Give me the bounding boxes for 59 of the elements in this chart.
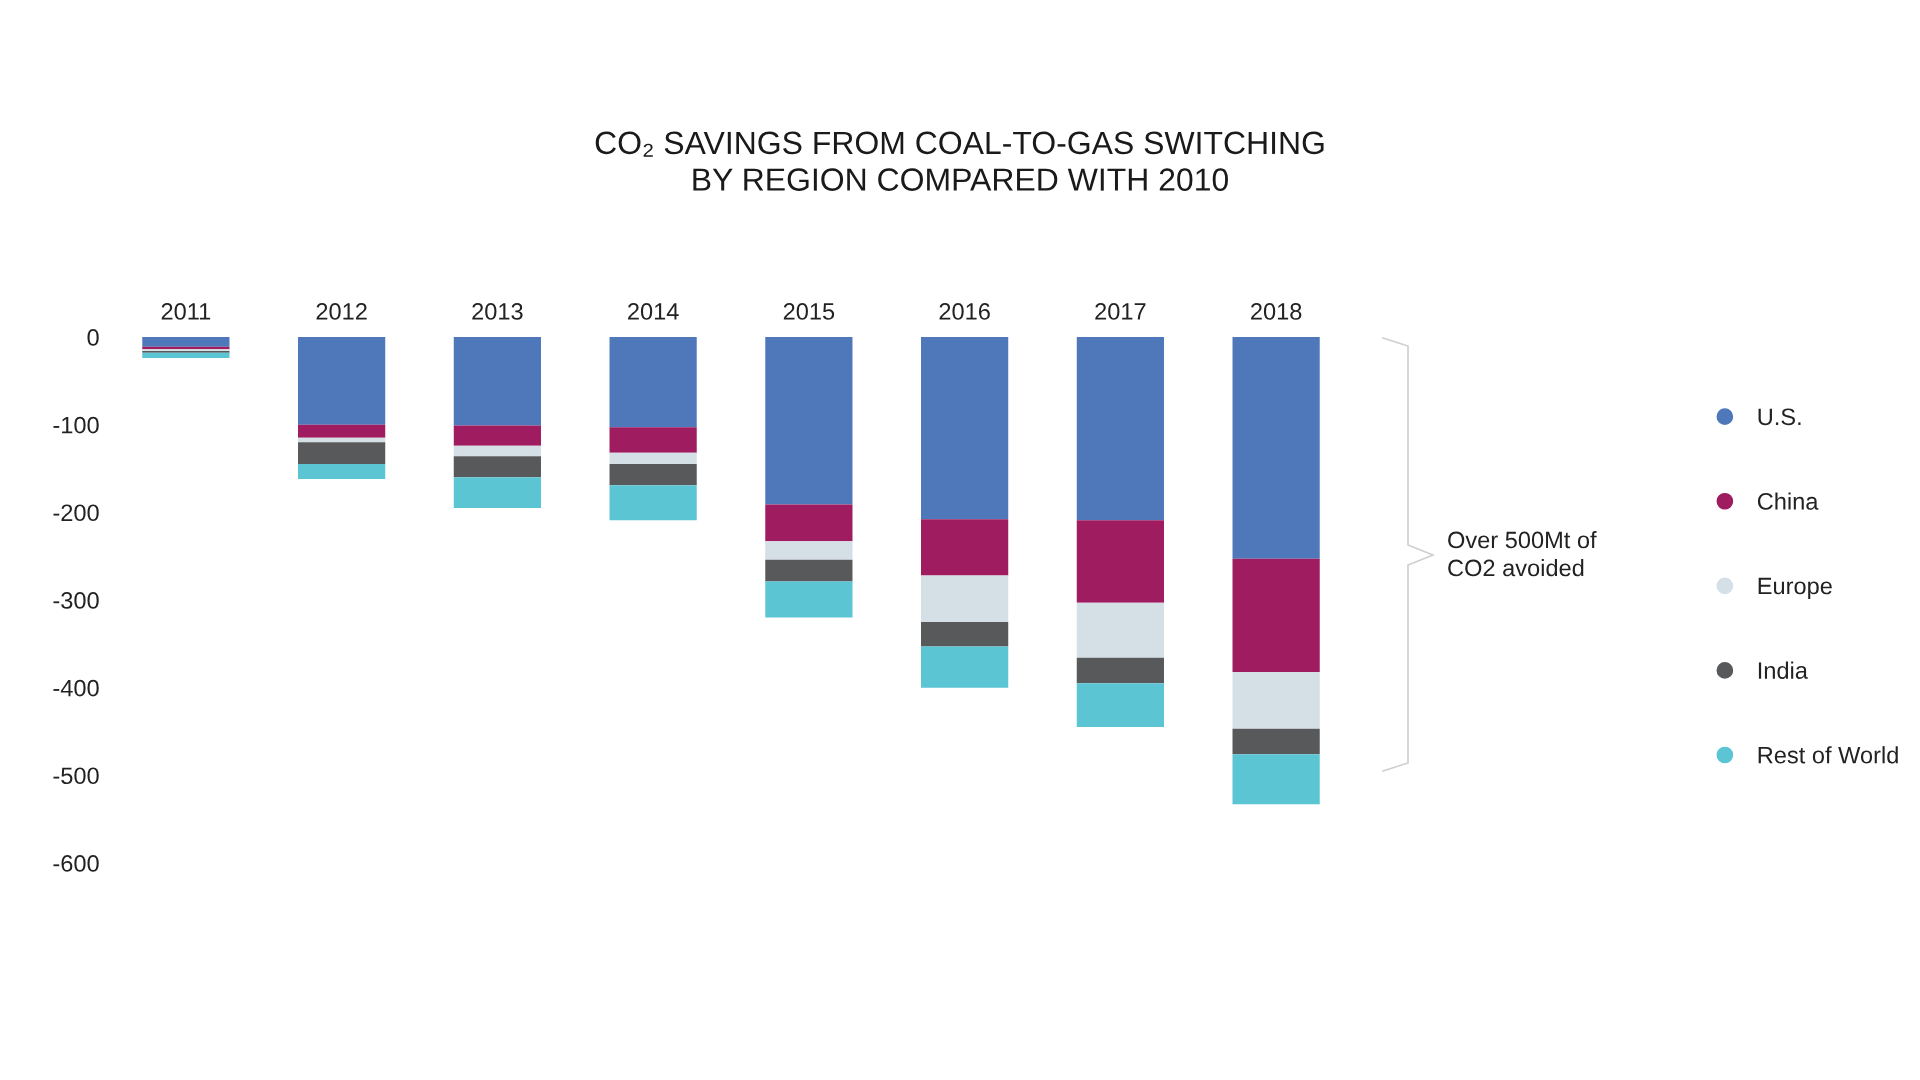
y-tick-label: 0 [87, 329, 99, 346]
bar [1076, 337, 1164, 521]
x-tick-label: 2011 [161, 303, 211, 320]
bar [298, 464, 386, 480]
bar [1232, 337, 1320, 559]
bar [765, 541, 853, 560]
bar [921, 621, 1009, 647]
x-tick-label: 2015 [783, 303, 835, 320]
x-tick-label: 2014 [628, 303, 679, 320]
y-tick-label: -100 [53, 416, 99, 434]
legend-label: U.S. [1758, 408, 1801, 426]
x-tick-label: 2018 [1251, 303, 1302, 320]
text: Over 500Mt of CO2 avoided [1448, 531, 1597, 577]
bar [1076, 657, 1164, 684]
bar [1232, 728, 1320, 755]
bar [765, 337, 853, 505]
y-tick-label: -400 [53, 679, 99, 697]
bar [609, 485, 697, 521]
x-tick-label: 2017 [1095, 303, 1146, 320]
bar [142, 352, 230, 359]
bar [609, 337, 697, 428]
bar [453, 456, 541, 478]
bar [765, 559, 853, 582]
legend-label: Europe [1758, 577, 1832, 600]
bar [1076, 520, 1164, 603]
y-tick-label: -300 [53, 592, 99, 609]
bar [609, 427, 697, 453]
bar [1076, 683, 1164, 728]
bar [1232, 558, 1320, 672]
bar [1232, 754, 1320, 805]
bar [298, 437, 386, 443]
x-tick-label: 2016 [939, 303, 990, 320]
bar [921, 337, 1009, 520]
y-tick-label: -600 [53, 855, 99, 872]
y-tick-label: -500 [53, 767, 99, 785]
bar [921, 646, 1009, 688]
bar [142, 337, 230, 347]
bar [453, 337, 541, 426]
bar [453, 477, 541, 508]
x-tick-label: 2012 [316, 303, 367, 320]
bar [298, 424, 386, 438]
bar [453, 425, 541, 446]
bar [298, 337, 386, 425]
bar [453, 445, 541, 457]
bar [765, 581, 853, 618]
legend-label: China [1757, 492, 1819, 510]
bar [765, 504, 853, 542]
legend-label: Rest of World [1758, 746, 1898, 764]
bar [609, 452, 697, 465]
bar [1232, 671, 1320, 729]
bar [1076, 602, 1164, 658]
y-tick-label: -200 [53, 504, 99, 522]
x-tick-label: 2013 [472, 303, 523, 320]
legend-label: India [1758, 661, 1808, 679]
bar [921, 519, 1009, 576]
bar [609, 464, 697, 486]
bar [921, 575, 1009, 622]
chart-title: CO₂ SAVINGS FROM COAL-TO-GAS SWITCHING BY REGION COMPARED WITH 2010 [595, 131, 1324, 191]
bar [298, 442, 386, 465]
